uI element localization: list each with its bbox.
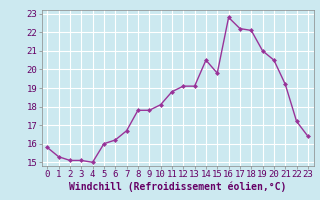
X-axis label: Windchill (Refroidissement éolien,°C): Windchill (Refroidissement éolien,°C) <box>69 182 286 192</box>
